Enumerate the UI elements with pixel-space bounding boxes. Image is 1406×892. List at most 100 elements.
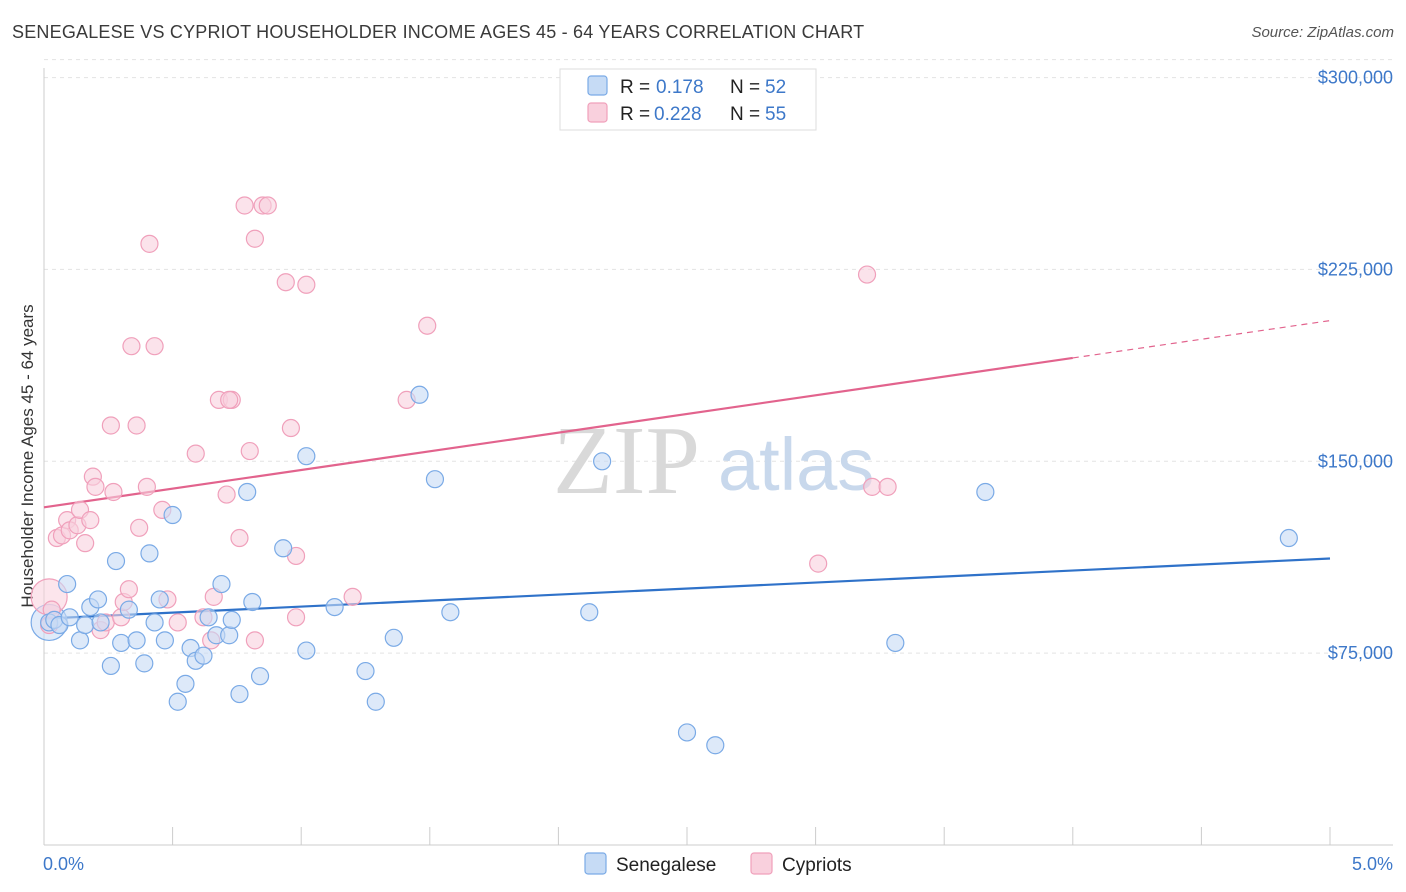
legend-r-value-0: 0.178: [656, 77, 704, 98]
point-senegalese-16: [140, 544, 159, 563]
point-senegalese-44: [441, 603, 460, 622]
y-tick-label-3: $300,000: [1318, 68, 1393, 88]
y-tick-label-1: $150,000: [1318, 451, 1393, 471]
point-cypriots-9: [81, 511, 100, 530]
point-cypriots-43: [281, 418, 301, 438]
point-cypriots-35: [230, 528, 249, 548]
point-cypriots-21: [130, 518, 149, 537]
x-tick-label-left: 0.0%: [43, 854, 84, 874]
trend-line-cypriots: [43, 356, 1073, 509]
point-senegalese-3: [58, 574, 77, 594]
point-cypriots-40: [258, 196, 277, 215]
point-cypriots-37: [240, 441, 259, 461]
watermark: ZIP atlas: [553, 407, 874, 515]
series-legend-swatch-cypriots: [750, 852, 773, 875]
point-senegalese-36: [297, 447, 316, 466]
source-label: Source: ZipAtlas.com: [1251, 24, 1394, 41]
legend-n-label-0: N =: [730, 77, 760, 98]
point-cypriots-33: [217, 485, 236, 504]
point-senegalese-29: [220, 626, 239, 645]
series-legend-label-senegalese: Senegalese: [616, 855, 716, 876]
trend-extension-cypriots: [1072, 320, 1331, 359]
point-cypriots-50: [857, 265, 877, 284]
point-senegalese-19: [155, 631, 174, 650]
point-senegalese-39: [356, 661, 375, 681]
point-senegalese-30: [222, 610, 241, 629]
series-legend: Senegalese Cypriots: [584, 852, 852, 876]
point-cypriots-38: [245, 229, 265, 248]
point-cypriots-15: [104, 482, 123, 502]
point-senegalese-12: [112, 633, 131, 653]
point-cypriots-49: [809, 554, 828, 573]
x-tick-label-right: 5.0%: [1352, 854, 1393, 874]
point-cypriots-27: [168, 613, 187, 632]
point-senegalese-34: [250, 667, 270, 686]
point-cypriots-52: [878, 477, 897, 496]
point-cypriots-42: [276, 273, 295, 292]
legend-n-label-1: N =: [730, 104, 760, 125]
point-senegalese-41: [384, 628, 403, 647]
legend-r-value-1: 0.228: [654, 104, 702, 125]
point-cypriots-20: [127, 416, 146, 435]
legend-n-value-1: 55: [765, 104, 786, 125]
point-senegalese-6: [76, 615, 95, 635]
point-senegalese-45: [580, 603, 599, 622]
legend-n-value-0: 52: [765, 77, 786, 98]
point-senegalese-14: [127, 631, 146, 650]
trend-line-senegalese: [43, 557, 1331, 620]
point-cypriots-41: [245, 631, 265, 650]
point-senegalese-33: [243, 592, 262, 612]
point-senegalese-40: [366, 692, 385, 711]
series-legend-label-cypriots: Cypriots: [782, 855, 852, 876]
point-cypriots-51: [863, 477, 882, 496]
point-senegalese-8: [88, 590, 108, 609]
point-senegalese-47: [677, 723, 697, 742]
point-cypriots-28: [186, 444, 205, 463]
point-senegalese-42: [410, 385, 429, 404]
point-cypriots-19: [122, 337, 141, 356]
point-senegalese-20: [163, 505, 182, 525]
point-cypriots-53: [286, 608, 306, 627]
y-tick-labels: $75,000 $150,000 $225,000 $300,000: [1318, 68, 1393, 664]
point-cypriots-22: [137, 477, 156, 496]
series-legend-swatch-senegalese: [584, 852, 607, 875]
point-senegalese-11: [106, 551, 126, 571]
legend-swatch-senegalese: [587, 75, 608, 96]
point-cypriots-11: [86, 477, 105, 496]
point-cypriots-14: [101, 416, 120, 435]
point-senegalese-28: [212, 574, 231, 594]
point-senegalese-46: [593, 452, 612, 471]
axes: [43, 68, 1393, 846]
point-senegalese-50: [976, 482, 995, 502]
y-tick-label-2: $225,000: [1318, 259, 1393, 279]
point-senegalese-17: [145, 613, 164, 632]
watermark-atlas: atlas: [718, 423, 874, 506]
point-senegalese-51: [1279, 528, 1298, 548]
point-senegalese-21: [168, 692, 187, 711]
data-points: [30, 196, 1298, 755]
y-tick-label-0: $75,000: [1328, 643, 1393, 663]
point-cypriots-18: [119, 580, 138, 599]
point-senegalese-38: [325, 597, 344, 617]
point-senegalese-10: [101, 656, 120, 676]
point-senegalese-15: [135, 654, 154, 673]
point-senegalese-5: [70, 631, 90, 650]
chart-title: SENEGALESE VS CYPRIOT HOUSEHOLDER INCOME…: [12, 22, 865, 42]
watermark-zip: ZIP: [553, 407, 700, 515]
point-senegalese-4: [60, 608, 79, 627]
point-senegalese-49: [886, 633, 905, 653]
point-senegalese-26: [199, 608, 218, 627]
point-cypriots-54: [220, 390, 239, 409]
point-senegalese-32: [238, 482, 257, 502]
point-senegalese-31: [230, 684, 249, 704]
stats-legend: R = 0.178 N = 52 R = 0.228 N = 55: [559, 68, 817, 131]
legend-swatch-cypriots: [587, 102, 608, 123]
point-senegalese-37: [297, 641, 316, 660]
point-cypriots-8: [76, 534, 95, 553]
legend-r-label-0: R =: [620, 77, 650, 98]
point-cypriots-45: [297, 275, 316, 294]
point-senegalese-48: [706, 736, 725, 755]
point-cypriots-24: [145, 337, 164, 356]
point-senegalese-9: [91, 613, 110, 632]
